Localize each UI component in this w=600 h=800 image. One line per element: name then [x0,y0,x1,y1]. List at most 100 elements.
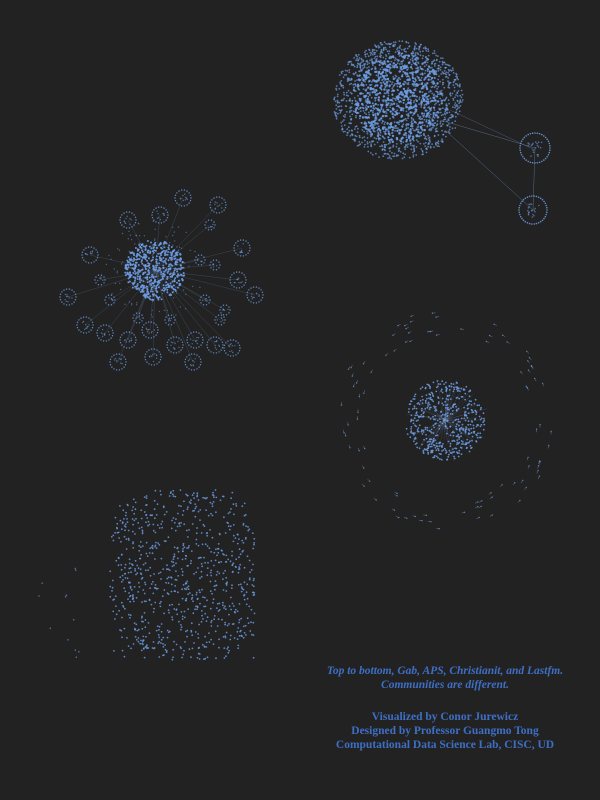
node [217,543,220,545]
node [172,517,175,519]
node [129,218,131,220]
edge [437,419,446,433]
node [211,514,214,517]
node [142,284,144,286]
node [109,595,112,598]
node [74,569,77,571]
node [247,252,249,254]
node [385,112,388,114]
node [454,120,457,122]
node [223,316,225,318]
node [251,293,253,295]
node [81,254,83,256]
node [198,623,201,626]
node [235,271,238,273]
node [246,297,249,299]
node [424,56,427,58]
node [435,334,438,336]
node [130,588,133,591]
node [154,228,156,231]
node [403,95,407,98]
node [135,261,138,264]
node [452,421,454,423]
node [383,110,386,114]
node [104,332,106,335]
node [372,120,375,123]
node [114,618,116,620]
node [186,586,189,589]
node [431,62,434,65]
node [346,80,349,83]
node [357,127,359,130]
node [410,148,413,151]
node [155,266,158,269]
node [142,620,144,623]
node [453,386,455,389]
node [149,283,152,286]
node [210,351,212,353]
node [218,261,220,263]
node [128,567,131,570]
node [157,542,160,544]
node [414,58,417,61]
node [194,503,197,505]
node [170,577,173,579]
node [421,395,423,398]
node [527,133,529,136]
node [148,599,151,602]
node [367,69,371,72]
node [394,41,397,43]
node [235,558,238,561]
node [435,409,438,412]
node [367,128,370,131]
node [416,446,419,449]
node [436,67,439,70]
node [528,222,531,225]
node [443,86,446,89]
node [537,141,540,143]
node [413,405,416,408]
node [368,62,371,64]
node [390,122,393,125]
node [456,382,458,384]
node [386,90,389,94]
node [153,573,156,575]
node [472,427,475,430]
node [350,78,353,81]
node [430,443,433,445]
node [457,78,460,81]
node [359,114,362,118]
node [446,427,449,430]
node [150,260,153,262]
node [218,561,221,564]
node [81,257,84,259]
node [340,83,342,86]
node [252,656,255,659]
node [176,286,179,289]
node [213,551,216,554]
node [116,272,118,274]
node [347,368,350,370]
node [166,344,168,346]
node [65,295,68,298]
node [445,398,448,400]
node [136,572,139,575]
node [236,630,239,633]
node [376,134,380,138]
node [161,520,164,523]
node [437,91,439,94]
node [158,262,161,265]
node [433,52,436,54]
node [123,332,125,334]
node [520,154,523,156]
node [446,420,449,423]
node [373,143,376,146]
node [207,514,210,517]
node [432,395,435,398]
node [205,509,208,511]
node [383,144,386,146]
node [146,265,149,268]
node [422,431,425,433]
node [388,155,391,157]
node [91,321,94,323]
